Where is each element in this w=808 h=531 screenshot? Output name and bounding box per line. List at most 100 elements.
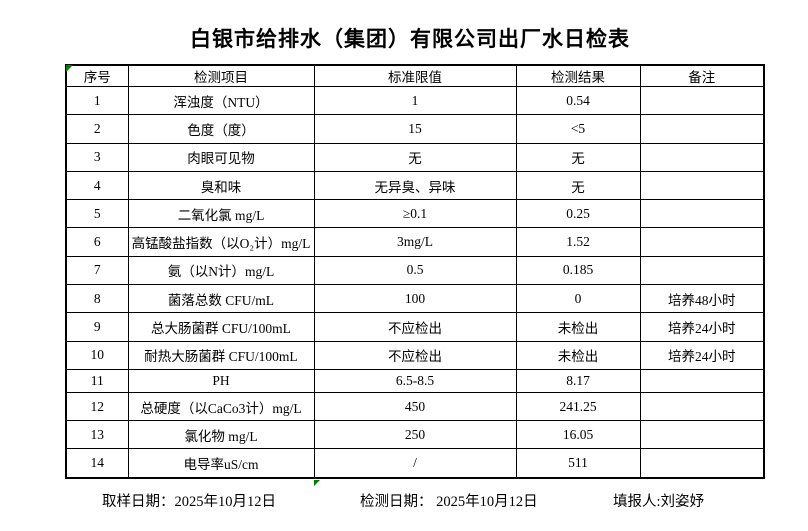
cell-result: 未检出	[515, 340, 641, 370]
cell-item: 浑浊度（NTU）	[127, 85, 315, 116]
cell-result: 241.25	[515, 391, 641, 422]
table-body: 1 浑浊度（NTU） 1 0.54 2 色度（度） 15 <5 3 肉眼可见物无无 4 臭和味 无异臭、…	[65, 85, 765, 479]
table-row: 10 耐热大肠菌群 CFU/100mL 不应检出 未检出 培养24小时	[65, 340, 765, 370]
column-header-index: 序号	[65, 64, 129, 87]
cell-item: 氯化物 mg/L	[127, 420, 315, 450]
table-row: 12 总硬度（以CaCo3计）mg/L 450 241.25	[65, 391, 765, 422]
cell-index: 13	[65, 420, 129, 450]
cell-item: 电导率uS/cm	[127, 448, 315, 479]
cell-limit: 0.5	[313, 255, 517, 286]
cell-index: 14	[65, 448, 129, 479]
cell-limit: ≥0.1	[313, 199, 517, 229]
cell-result: 0.25	[515, 199, 641, 229]
cell-item: 氨（以N计）mg/L	[127, 255, 315, 286]
cell-index: 9	[65, 312, 129, 342]
column-header-result: 检测结果	[515, 64, 641, 87]
footer: 取样日期：2025年10月12日 检测日期： 2025年10月12日 填报人:刘…	[0, 490, 808, 512]
cell-remark	[639, 170, 765, 201]
table-row: 8 菌落总数 CFU/mL 100 0 培养48小时	[65, 284, 765, 314]
cell-item: 总大肠菌群 CFU/100mL	[127, 312, 315, 342]
cell-remark	[639, 199, 765, 229]
cell-limit: 100	[313, 284, 517, 314]
table-row: 1 浑浊度（NTU） 1 0.54	[65, 85, 765, 116]
cell-result: 0.54	[515, 85, 641, 116]
cell-result: <5	[515, 114, 641, 144]
inspection-table: 序号 检测项目 标准限值 检测结果 备注 1 浑浊度（NTU） 1 0.54 2 色度（度） 15 <…	[65, 64, 765, 479]
cell-remark	[639, 420, 765, 450]
cell-index: 12	[65, 391, 129, 422]
cell-limit: 250	[313, 420, 517, 450]
cell-index: 10	[65, 340, 129, 370]
cell-limit: 15	[313, 114, 517, 144]
cell-item: 菌落总数 CFU/mL	[127, 284, 315, 314]
cell-remark	[639, 85, 765, 116]
column-header-remark: 备注	[639, 64, 765, 87]
table-row: 5 二氧化氯 mg/L ≥0.1 0.25	[65, 199, 765, 229]
cell-item: 高锰酸盐指数（以O₂计）mg/L	[127, 227, 315, 257]
cell-remark	[639, 114, 765, 144]
cell-limit: 不应检出	[313, 340, 517, 370]
cell-limit: 450	[313, 391, 517, 422]
cell-remark	[639, 391, 765, 422]
cell-index: 1	[65, 85, 129, 116]
cell-index: 8	[65, 284, 129, 314]
cell-result: 0.185	[515, 255, 641, 286]
excel-green-triangle-icon	[314, 480, 320, 486]
page-title: 白银市给排水（集团）有限公司出厂水日检表	[190, 27, 630, 51]
cell-remark	[639, 142, 765, 172]
cell-remark	[639, 227, 765, 257]
cell-remark: 培养24小时	[639, 312, 765, 342]
excel-green-triangle-icon	[66, 65, 73, 72]
cell-item: PH	[127, 368, 315, 393]
column-header-limit: 标准限值	[313, 64, 517, 87]
cell-remark: 培养24小时	[639, 340, 765, 370]
reporter-name: 填报人:刘姿妤	[613, 494, 705, 510]
inspection-table-container: 序号 检测项目 标准限值 检测结果 备注 1 浑浊度（NTU） 1 0.54 2 色度（度） 15 <…	[65, 64, 765, 479]
cell-result: 511	[515, 448, 641, 479]
cell-result: 1.52	[515, 227, 641, 257]
cell-index: 11	[65, 368, 129, 393]
cell-item: 耐热大肠菌群 CFU/100mL	[127, 340, 315, 370]
table-row: 9 总大肠菌群 CFU/100mL 不应检出 未检出 培养24小时	[65, 312, 765, 342]
cell-limit: 6.5-8.5	[313, 368, 517, 393]
cell-index: 5	[65, 199, 129, 229]
cell-item: 色度（度）	[127, 114, 315, 144]
cell-remark	[639, 448, 765, 479]
cell-item: 二氧化氯 mg/L	[127, 199, 315, 229]
table-row: 4 臭和味 无异臭、异味无	[65, 170, 765, 201]
cell-item: 肉眼可见物	[127, 142, 315, 172]
cell-limit: 3mg/L	[313, 227, 517, 257]
cell-remark	[639, 255, 765, 286]
table-header-row: 序号 检测项目 标准限值 检测结果 备注	[65, 64, 765, 87]
cell-remark	[639, 368, 765, 393]
cell-result: 16.05	[515, 420, 641, 450]
cell-item: 臭和味	[127, 170, 315, 201]
table-row: 14 电导率uS/cm/511	[65, 448, 765, 479]
cell-limit: 不应检出	[313, 312, 517, 342]
cell-limit: 无异臭、异味	[313, 170, 517, 201]
cell-remark: 培养48小时	[639, 284, 765, 314]
table-row: 11 PH 6.5-8.5 8.17	[65, 368, 765, 393]
cell-limit: 无	[313, 142, 517, 172]
cell-result: 无	[515, 142, 641, 172]
cell-result: 未检出	[515, 312, 641, 342]
cell-item: 总硬度（以CaCo3计）mg/L	[127, 391, 315, 422]
cell-result: 无	[515, 170, 641, 201]
column-header-item: 检测项目	[127, 64, 315, 87]
cell-index: 4	[65, 170, 129, 201]
table-row: 2 色度（度） 15 <5	[65, 114, 765, 144]
sampling-date: 取样日期：2025年10月12日	[102, 494, 276, 510]
cell-limit: 1	[313, 85, 517, 116]
cell-result: 8.17	[515, 368, 641, 393]
table-row: 13 氯化物 mg/L 250 16.05	[65, 420, 765, 450]
table-row: 7 氨（以N计）mg/L 0.5 0.185	[65, 255, 765, 286]
cell-limit: /	[313, 448, 517, 479]
cell-index: 3	[65, 142, 129, 172]
cell-index: 2	[65, 114, 129, 144]
cell-index: 7	[65, 255, 129, 286]
testing-date: 检测日期： 2025年10月12日	[360, 494, 538, 510]
cell-result: 0	[515, 284, 641, 314]
cell-index: 6	[65, 227, 129, 257]
table-row: 3 肉眼可见物无无	[65, 142, 765, 172]
table-row: 6 高锰酸盐指数（以O₂计）mg/L 3mg/L 1.52	[65, 227, 765, 257]
